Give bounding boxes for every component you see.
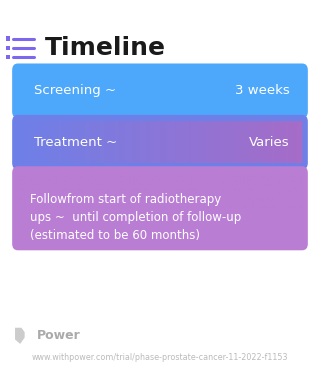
FancyBboxPatch shape (12, 63, 308, 118)
FancyBboxPatch shape (6, 46, 10, 50)
Text: Timeline: Timeline (45, 36, 166, 60)
FancyBboxPatch shape (12, 166, 308, 250)
Text: Power: Power (37, 329, 81, 342)
Text: www.withpower.com/trial/phase-prostate-cancer-11-2022-f1153: www.withpower.com/trial/phase-prostate-c… (32, 353, 288, 362)
Text: Varies: Varies (249, 136, 290, 149)
Text: (estimated to be 60 months): (estimated to be 60 months) (30, 229, 200, 242)
Text: Followfrom start of radiotherapy: Followfrom start of radiotherapy (30, 193, 222, 206)
FancyBboxPatch shape (6, 36, 10, 41)
Text: Screening ~: Screening ~ (34, 84, 116, 97)
Text: Treatment ~: Treatment ~ (34, 136, 117, 149)
Polygon shape (15, 328, 25, 344)
FancyBboxPatch shape (6, 55, 10, 59)
Text: 3 weeks: 3 weeks (235, 84, 290, 97)
FancyBboxPatch shape (12, 115, 308, 170)
Text: ups ~  until completion of follow-up: ups ~ until completion of follow-up (30, 211, 242, 224)
